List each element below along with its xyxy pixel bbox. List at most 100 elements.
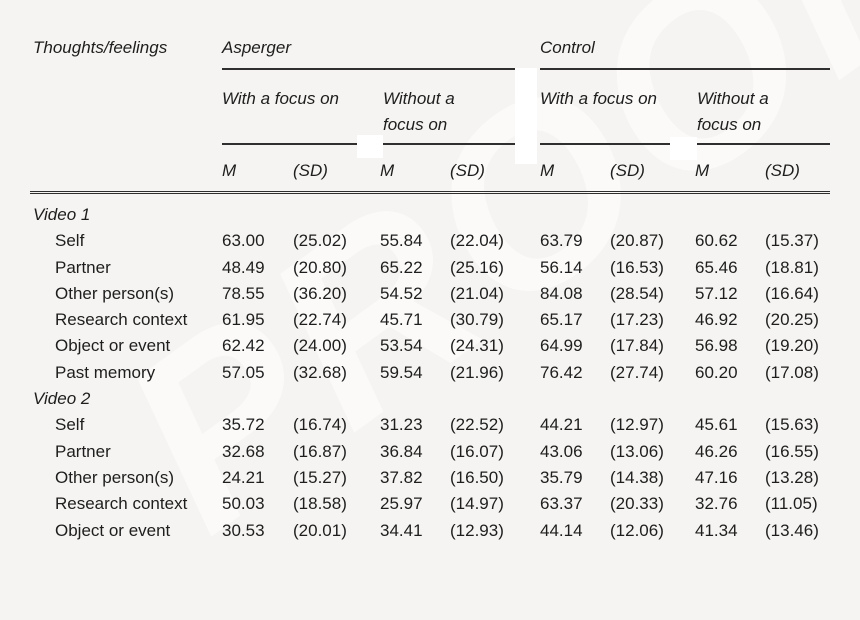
- sd-value: (30.79): [450, 310, 504, 330]
- stat-header-mean: M: [540, 161, 555, 180]
- sd-value: (15.63): [765, 415, 819, 435]
- sd-value: (20.33): [610, 494, 664, 514]
- subgroup-label: Without a focus on: [383, 89, 455, 134]
- row-label: Object or event: [55, 520, 171, 540]
- row-label: Partner: [55, 441, 111, 461]
- sd-value: (16.07): [450, 441, 504, 461]
- sd-value: (25.16): [450, 257, 504, 277]
- sd-value: (28.54): [610, 283, 664, 303]
- mean-value: 56.98: [695, 336, 738, 356]
- mean-value: 54.52: [380, 283, 423, 303]
- sd-value: (16.64): [765, 283, 819, 303]
- sd-value: (19.20): [765, 336, 819, 356]
- mean-value: 45.71: [380, 310, 423, 330]
- table-row: Other person(s) 24.21 (15.27) 37.82 (16.50) 3…: [30, 465, 830, 491]
- stat-header-sd: (SD): [610, 161, 645, 180]
- row-label: Past memory: [55, 362, 156, 382]
- column-header-thoughts-feelings: Thoughts/feelings: [33, 38, 168, 57]
- row-label: Partner: [55, 257, 111, 277]
- table-body: Video 1 Self 63.00 (25.02) 55.84 (22.04) 63.79…: [30, 202, 830, 544]
- sd-value: (15.37): [765, 231, 819, 251]
- stat-header-mean: M: [695, 161, 710, 180]
- mean-value: 61.95: [222, 310, 265, 330]
- table-row: Object or event 62.42 (24.00) 53.54 (24.31) 6…: [30, 333, 830, 359]
- group-header-control: Control: [540, 36, 830, 70]
- subgroup-header-asperger-with-focus: With a focus on: [222, 70, 357, 145]
- mean-value: 31.23: [380, 415, 423, 435]
- group-header-asperger: Asperger: [222, 36, 515, 70]
- mean-value: 46.26: [695, 441, 738, 461]
- watermark-erase-square-left: [357, 135, 383, 158]
- sd-value: (17.08): [765, 362, 819, 382]
- section-row: Video 2: [30, 386, 830, 412]
- sd-value: (24.00): [293, 336, 347, 356]
- mean-value: 35.79: [540, 467, 583, 487]
- mean-value: 65.46: [695, 257, 738, 277]
- sd-value: (13.06): [610, 441, 664, 461]
- mean-value: 78.55: [222, 283, 265, 303]
- sd-value: (22.52): [450, 415, 504, 435]
- subgroup-header-asperger-without-focus: Without a focus on: [383, 70, 515, 145]
- sd-value: (25.02): [293, 231, 347, 251]
- sd-value: (24.31): [450, 336, 504, 356]
- mean-value: 30.53: [222, 520, 265, 540]
- table-row: Partner 48.49 (20.80) 65.22 (25.16) 56.14 (16.…: [30, 255, 830, 281]
- subgroup-label: Without a focus on: [697, 89, 769, 134]
- results-table: Thoughts/feelings Asperger Control With …: [30, 36, 830, 544]
- mean-value: 63.37: [540, 494, 583, 514]
- sd-value: (17.23): [610, 310, 664, 330]
- row-label: Other person(s): [55, 283, 175, 303]
- row-label: Object or event: [55, 336, 171, 356]
- mean-value: 45.61: [695, 415, 738, 435]
- row-label: Research context: [55, 310, 188, 330]
- row-label: Research context: [55, 494, 188, 514]
- sd-value: (36.20): [293, 283, 347, 303]
- subgroup-header-control-without-focus: Without a focus on: [697, 70, 830, 145]
- sd-value: (27.74): [610, 362, 664, 382]
- sd-value: (12.93): [450, 520, 504, 540]
- table-row: Past memory 57.05 (32.68) 59.54 (21.96) 76.42…: [30, 360, 830, 386]
- table-row: Research context 61.95 (22.74) 45.71 (30.79)…: [30, 307, 830, 333]
- mean-value: 36.84: [380, 441, 423, 461]
- sd-value: (16.55): [765, 441, 819, 461]
- section-label: Video 2: [33, 389, 91, 409]
- mean-value: 57.12: [695, 283, 738, 303]
- sd-value: (12.06): [610, 520, 664, 540]
- sd-value: (18.58): [293, 494, 347, 514]
- row-label: Self: [55, 231, 85, 251]
- mean-value: 53.54: [380, 336, 423, 356]
- section-label: Video 1: [33, 205, 91, 224]
- mean-value: 84.08: [540, 283, 583, 303]
- mean-value: 44.14: [540, 520, 583, 540]
- section-row: Video 1: [30, 202, 830, 228]
- mean-value: 65.17: [540, 310, 583, 330]
- sd-value: (14.38): [610, 467, 664, 487]
- mean-value: 55.84: [380, 231, 423, 251]
- table-row: Self 35.72 (16.74) 31.23 (22.52) 44.21 (12.97)…: [30, 412, 830, 438]
- mean-value: 57.05: [222, 362, 265, 382]
- subgroup-header-control-with-focus: With a focus on: [540, 70, 670, 145]
- row-label: Other person(s): [55, 467, 175, 487]
- watermark-erase-square-right: [670, 137, 697, 160]
- sd-value: (18.81): [765, 257, 819, 277]
- sd-value: (22.74): [293, 310, 347, 330]
- table-header: Thoughts/feelings Asperger Control With …: [30, 36, 830, 194]
- sd-value: (13.46): [765, 520, 819, 540]
- mean-value: 34.41: [380, 520, 423, 540]
- sd-value: (15.27): [293, 467, 347, 487]
- mean-value: 60.62: [695, 231, 738, 251]
- mean-value: 35.72: [222, 415, 265, 435]
- sd-value: (17.84): [610, 336, 664, 356]
- watermark-erase-strip: [515, 68, 537, 164]
- row-label: Self: [55, 415, 85, 435]
- mean-value: 62.42: [222, 336, 265, 356]
- mean-value: 63.79: [540, 231, 583, 251]
- table-row: Partner 32.68 (16.87) 36.84 (16.07) 43.06 (13.…: [30, 439, 830, 465]
- mean-value: 63.00: [222, 231, 265, 251]
- mean-value: 25.97: [380, 494, 423, 514]
- mean-value: 48.49: [222, 257, 265, 277]
- mean-value: 76.42: [540, 362, 583, 382]
- mean-value: 44.21: [540, 415, 583, 435]
- sd-value: (16.53): [610, 257, 664, 277]
